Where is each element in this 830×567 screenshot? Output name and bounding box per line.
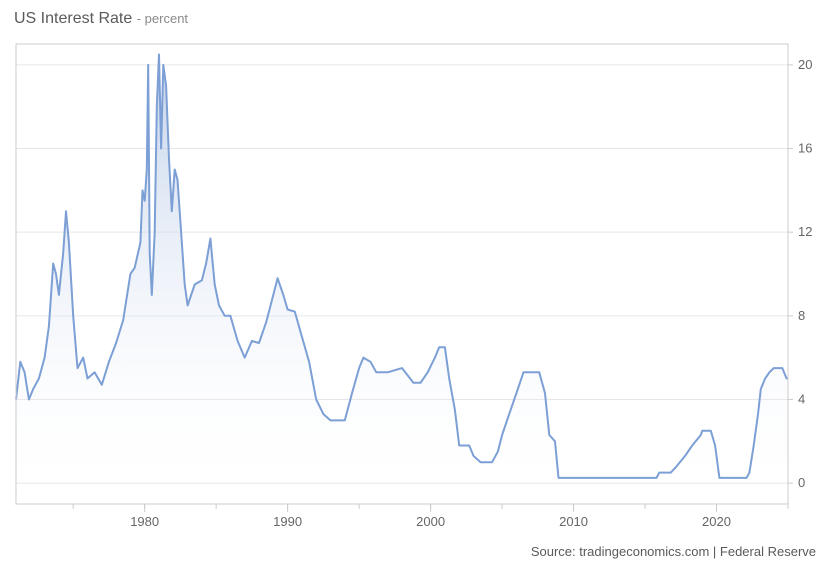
y-tick-label: 8	[798, 308, 805, 323]
y-tick-label: 0	[798, 475, 805, 490]
x-tick-label: 1980	[130, 514, 159, 529]
y-tick-label: 16	[798, 141, 812, 156]
y-tick-label: 20	[798, 57, 812, 72]
x-tick-label: 2020	[702, 514, 731, 529]
x-tick-label: 2000	[416, 514, 445, 529]
y-tick-label: 12	[798, 224, 812, 239]
chart-svg: 1980 1990 2000 2010 2020 0 4 8 12 16 20	[0, 0, 830, 567]
x-tick-label: 1990	[273, 514, 302, 529]
x-tick-label: 2010	[559, 514, 588, 529]
y-tick-label: 4	[798, 391, 805, 406]
source-text: Source: tradingeconomics.com | Federal R…	[531, 544, 816, 559]
chart-container: US Interest Rate - percent 1980199020002…	[0, 0, 830, 567]
